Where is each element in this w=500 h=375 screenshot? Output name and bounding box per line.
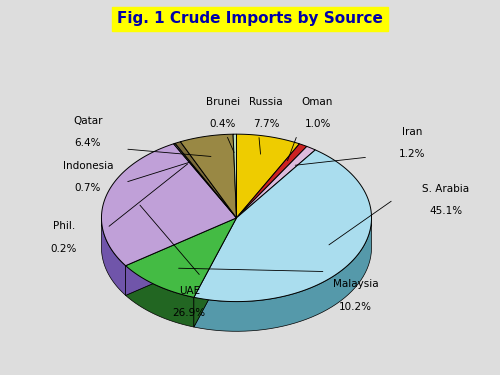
Polygon shape [126,218,236,296]
Text: 7.7%: 7.7% [253,119,280,129]
Polygon shape [126,266,194,327]
Text: Fig. 1 Crude Imports by Source: Fig. 1 Crude Imports by Source [117,11,383,26]
Text: Phil.: Phil. [52,221,75,231]
Polygon shape [180,134,236,218]
Polygon shape [194,219,372,331]
Polygon shape [102,144,236,266]
Text: Indonesia: Indonesia [62,160,113,171]
Polygon shape [175,142,236,218]
Text: Brunei: Brunei [206,97,240,107]
Text: Oman: Oman [302,97,333,107]
Polygon shape [126,218,236,297]
Text: Malaysia: Malaysia [332,279,378,290]
Text: 0.7%: 0.7% [75,183,101,193]
Polygon shape [194,218,236,327]
Polygon shape [233,134,236,218]
Text: 0.4%: 0.4% [210,119,236,129]
Text: S. Arabia: S. Arabia [422,184,470,194]
Polygon shape [236,144,307,218]
Text: 26.9%: 26.9% [172,308,206,318]
Text: 45.1%: 45.1% [429,206,462,216]
Text: UAE: UAE [178,286,200,296]
Polygon shape [194,218,236,327]
Text: 10.2%: 10.2% [339,302,372,312]
Polygon shape [236,134,300,218]
Polygon shape [174,143,236,218]
Text: 1.2%: 1.2% [399,149,425,159]
Text: 0.2%: 0.2% [50,243,77,254]
Text: 1.0%: 1.0% [304,119,330,129]
Text: Russia: Russia [250,97,283,107]
Text: 6.4%: 6.4% [74,138,101,148]
Polygon shape [102,218,126,296]
Polygon shape [194,150,372,302]
Polygon shape [126,218,236,296]
Text: Qatar: Qatar [73,116,102,126]
Text: Iran: Iran [402,127,422,137]
Polygon shape [236,146,316,218]
